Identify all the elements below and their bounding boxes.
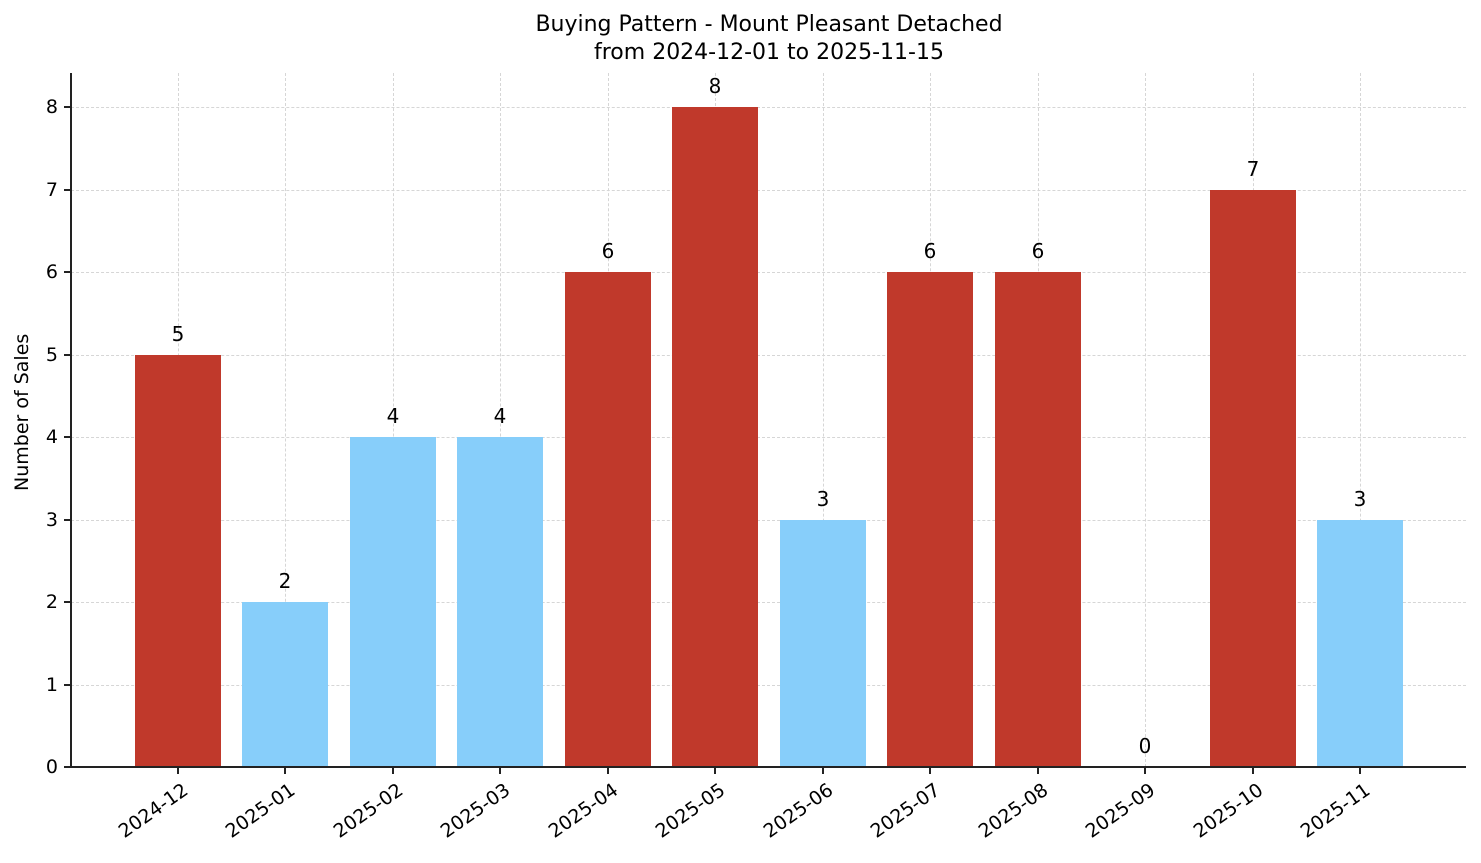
h-gridline: [71, 684, 1466, 686]
bar-2025-01: [242, 602, 328, 767]
y-tick-mark: [64, 766, 70, 768]
y-tick-mark: [64, 353, 70, 356]
bar-value-label: 2: [278, 569, 292, 593]
y-tick-label: 5: [45, 343, 58, 366]
bar-2025-05: [672, 107, 758, 767]
v-gridline: [823, 73, 824, 767]
x-tick-mark: [714, 768, 716, 774]
y-tick-mark: [64, 271, 70, 273]
y-tick-label: 6: [45, 261, 58, 283]
x-tick-label: 2025-06: [759, 778, 838, 843]
y-tick-mark: [64, 106, 70, 108]
bar-value-label: 5: [171, 321, 185, 346]
bar-2025-11: [1317, 519, 1403, 767]
bar-value-label: 6: [1031, 239, 1045, 263]
y-tick-label: 7: [45, 178, 58, 201]
x-tick-mark: [822, 768, 824, 774]
y-tick-label: 4: [45, 426, 58, 448]
x-tick-mark: [929, 768, 931, 774]
bar-value-label: 6: [923, 239, 937, 263]
x-tick-label: 2025-09: [1081, 778, 1160, 843]
x-tick-label: 2025-03: [436, 778, 515, 843]
x-tick-label: 2024-12: [114, 778, 193, 843]
bar-value-label: 3: [816, 486, 830, 511]
bar-2025-02: [350, 437, 436, 767]
bar-2025-03: [457, 437, 543, 767]
h-gridline: [71, 107, 1466, 108]
chart-title: Buying Pattern - Mount Pleasant Detached: [535, 12, 1003, 37]
y-tick-label: 1: [45, 673, 58, 696]
chart-subtitle: from 2024-12-01 to 2025-11-15: [594, 40, 944, 65]
x-tick-mark: [177, 768, 179, 774]
x-axis-spine: [70, 766, 1466, 768]
y-tick-label: 2: [45, 591, 58, 613]
h-gridline: [71, 437, 1466, 438]
y-axis-label: Number of Sales: [11, 333, 33, 491]
y-tick-mark: [64, 518, 70, 521]
x-tick-label: 2025-10: [1189, 778, 1268, 843]
bar-value-label: 7: [1246, 156, 1260, 181]
h-gridline: [71, 189, 1466, 191]
y-tick-mark: [64, 601, 70, 603]
y-tick-mark: [64, 683, 70, 686]
x-tick-mark: [1252, 768, 1254, 774]
bar-2025-06: [780, 519, 866, 767]
bar-value-label: 3: [1353, 486, 1367, 511]
x-tick-mark: [499, 768, 501, 774]
y-tick-label: 0: [45, 756, 58, 778]
x-tick-label: 2025-08: [974, 778, 1053, 843]
bar-2024-12: [135, 354, 221, 767]
v-gridline: [1360, 73, 1361, 767]
v-gridline: [393, 73, 394, 767]
bar-value-label: 0: [1138, 734, 1152, 758]
x-tick-mark: [1144, 768, 1146, 774]
bar-2025-07: [887, 272, 973, 767]
x-tick-mark: [1359, 768, 1361, 774]
x-tick-mark: [392, 768, 394, 774]
x-tick-label: 2025-07: [866, 778, 945, 843]
bar-2025-10: [1210, 189, 1296, 767]
v-gridline: [285, 73, 286, 767]
h-gridline: [71, 602, 1466, 603]
x-tick-label: 2025-04: [544, 778, 623, 843]
x-tick-label: 2025-11: [1296, 778, 1375, 843]
x-tick-label: 2025-05: [651, 778, 730, 843]
x-tick-label: 2025-01: [221, 778, 300, 843]
x-tick-mark: [607, 768, 609, 774]
bar-2025-08: [995, 272, 1081, 767]
bar-2025-04: [565, 272, 651, 767]
h-gridline: [71, 519, 1466, 521]
v-gridline: [500, 73, 501, 767]
y-tick-mark: [64, 188, 70, 191]
x-tick-mark: [1037, 768, 1039, 774]
y-tick-label: 3: [45, 508, 58, 531]
bar-value-label: 4: [386, 404, 400, 428]
h-gridline: [71, 354, 1466, 356]
y-tick-label: 8: [45, 96, 58, 118]
y-axis-spine: [70, 73, 72, 768]
y-tick-mark: [64, 436, 70, 438]
v-gridline: [1145, 73, 1146, 767]
bar-value-label: 6: [601, 239, 615, 263]
bar-value-label: 8: [708, 74, 722, 98]
h-gridline: [71, 272, 1466, 273]
x-tick-mark: [284, 768, 286, 774]
x-tick-label: 2025-02: [329, 778, 408, 843]
bar-value-label: 4: [493, 404, 507, 428]
